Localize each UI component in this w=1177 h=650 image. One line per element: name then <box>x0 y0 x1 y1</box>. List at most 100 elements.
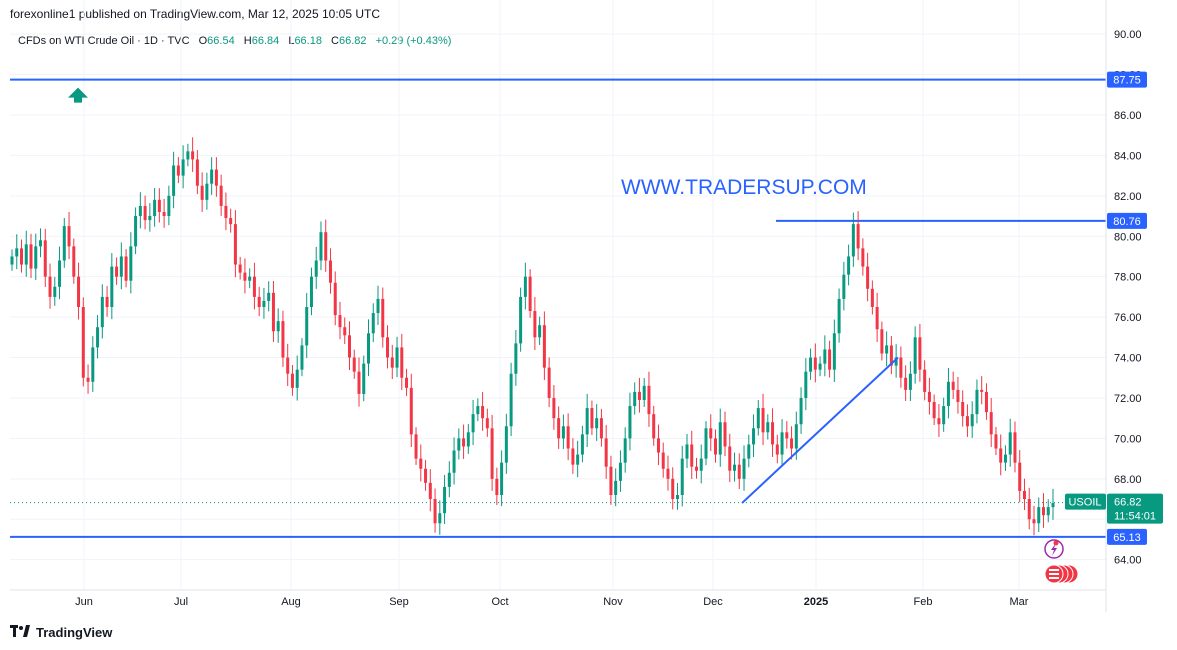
candle-body <box>20 248 24 265</box>
y-tick-label: 76.00 <box>1114 312 1142 324</box>
candle-body <box>119 256 123 277</box>
candle-body <box>566 426 570 449</box>
candle-body <box>671 478 675 500</box>
lightning-bolt-icon <box>1051 543 1057 556</box>
candle-body <box>96 327 100 348</box>
candle-body <box>580 434 584 455</box>
candle-body <box>157 199 161 212</box>
candle-body <box>466 432 470 447</box>
candle-body <box>100 296 104 328</box>
candle-body <box>281 321 285 358</box>
open-value: 66.54 <box>207 35 235 47</box>
candle-body <box>975 389 979 415</box>
candle-body <box>1041 507 1045 516</box>
tradingview-footer[interactable]: TradingView <box>10 625 112 640</box>
candle-body <box>24 244 28 265</box>
candle-body <box>319 232 323 261</box>
candle-body <box>576 454 580 465</box>
candle-body <box>39 240 43 247</box>
candle-body <box>666 468 670 479</box>
candle-body <box>405 377 409 388</box>
candle-body <box>519 296 523 344</box>
watermark-text: WWW.TRADERSUP.COM <box>621 176 867 199</box>
candle-body <box>875 307 879 330</box>
candle-body <box>200 185 204 200</box>
candle-body <box>694 466 698 471</box>
candle-body <box>238 264 242 273</box>
candle-body <box>290 373 294 388</box>
candle-body <box>942 406 946 425</box>
candle-body <box>647 385 651 415</box>
candle-body <box>43 240 47 277</box>
candle-body <box>414 434 418 459</box>
candle-body <box>371 313 375 334</box>
candle-body <box>452 450 456 473</box>
grid-lines <box>10 0 1106 590</box>
candle-body <box>599 418 603 439</box>
candle-body <box>324 232 328 261</box>
candle-body <box>585 408 589 435</box>
markers <box>68 87 1079 584</box>
symbol-legend: CFDs on WTI Crude Oil · 1D · TVC O66.54 … <box>18 35 451 47</box>
flag-stripe-icon <box>1049 569 1059 571</box>
open-label: O <box>198 35 208 47</box>
candle-body <box>656 438 660 453</box>
candle-body <box>495 478 499 495</box>
y-tick-label: 84.00 <box>1114 150 1142 162</box>
candle-body <box>633 391 637 407</box>
candle-body <box>328 260 332 283</box>
candle-body <box>428 482 432 500</box>
candle-body <box>162 211 166 217</box>
candle-body <box>1037 507 1041 524</box>
candle-body <box>381 298 385 338</box>
y-tick-label: 64.00 <box>1114 555 1142 567</box>
y-tick-label: 70.00 <box>1114 433 1142 445</box>
candle-body <box>485 418 489 429</box>
x-tick-label: 2025 <box>804 596 828 608</box>
candle-body <box>642 385 646 400</box>
candle-body <box>424 468 428 483</box>
y-tick-label: 78.00 <box>1114 272 1142 284</box>
candle-body <box>680 458 684 495</box>
candle-body <box>894 357 898 366</box>
candle-body <box>143 205 147 221</box>
up-arrow-icon <box>68 87 88 103</box>
candle-body <box>733 464 737 471</box>
candle-body <box>267 292 271 301</box>
candle-body <box>134 216 138 247</box>
candle-body <box>1046 507 1050 516</box>
candle-body <box>714 438 718 455</box>
candle-body <box>447 472 451 487</box>
level-label-box <box>1107 71 1147 88</box>
candle-body <box>704 428 708 459</box>
candle-body <box>861 248 865 267</box>
candle-body <box>271 292 275 332</box>
candle-body <box>481 406 485 419</box>
candle-body <box>923 369 927 392</box>
level-label: 65.13 <box>1113 532 1141 544</box>
candle-body <box>195 159 199 186</box>
candle-body <box>937 418 941 425</box>
tradingview-brand: TradingView <box>36 625 113 640</box>
trendline <box>741 356 899 504</box>
candle-body <box>847 256 851 275</box>
level-label-box <box>1107 212 1147 229</box>
y-tick-label: 74.00 <box>1114 353 1142 365</box>
candle-body <box>723 422 727 447</box>
level-label: 80.76 <box>1113 216 1141 228</box>
candle-body <box>523 276 527 297</box>
candle-body <box>153 199 157 217</box>
candle-body <box>210 169 214 184</box>
candle-body <box>233 224 237 265</box>
candle-body <box>176 165 180 176</box>
candle-body <box>851 224 855 257</box>
candlesticks <box>10 137 1055 536</box>
candle-body <box>780 432 784 455</box>
candle-body <box>362 363 366 394</box>
candle-body <box>742 458 746 479</box>
candle-body <box>300 345 304 370</box>
candle-body <box>172 165 176 196</box>
candle-body <box>675 494 679 500</box>
candle-body <box>699 458 703 471</box>
